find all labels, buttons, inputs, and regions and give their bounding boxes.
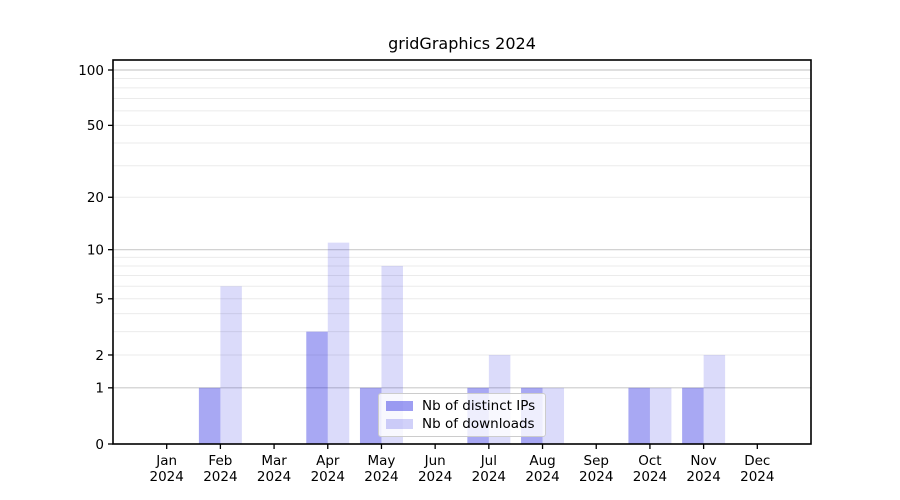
x-tick-label: Oct 2024 xyxy=(633,453,667,485)
legend-swatch-distinct-ips xyxy=(386,401,413,411)
bar-ips-nov xyxy=(682,387,704,444)
legend-item-distinct-ips: Nb of distinct IPs xyxy=(386,398,538,414)
y-tick-label: 2 xyxy=(95,348,104,364)
y-tick-label: 0 xyxy=(95,437,104,453)
x-tick-label: Sep 2024 xyxy=(579,453,613,485)
x-tick-label: May 2024 xyxy=(364,453,398,485)
chart-title: gridGraphics 2024 xyxy=(388,34,536,53)
y-tick-label: 100 xyxy=(78,63,104,79)
bar-downloads-aug xyxy=(542,387,565,444)
x-tick-label: Jul 2024 xyxy=(472,453,506,485)
bar-downloads-apr xyxy=(327,242,350,444)
legend: Nb of distinct IPs Nb of downloads xyxy=(378,393,546,437)
bar-ips-oct xyxy=(628,387,650,444)
legend-item-downloads: Nb of downloads xyxy=(386,416,538,432)
x-tick-label: Jun 2024 xyxy=(418,453,452,485)
x-tick-label: Apr 2024 xyxy=(311,453,345,485)
bar-ips-apr xyxy=(306,331,328,444)
x-tick-label: Aug 2024 xyxy=(525,453,559,485)
x-tick-label: Dec 2024 xyxy=(740,453,774,485)
y-tick-label: 20 xyxy=(87,190,104,206)
x-tick-label: Nov 2024 xyxy=(686,453,720,485)
legend-label-distinct-ips: Nb of distinct IPs xyxy=(422,398,536,414)
bar-downloads-feb xyxy=(220,286,242,444)
legend-swatch-downloads xyxy=(386,419,413,429)
x-tick-label: Mar 2024 xyxy=(257,453,291,485)
y-tick-label: 50 xyxy=(87,118,104,134)
x-tick-label: Feb 2024 xyxy=(203,453,237,485)
bar-downloads-nov xyxy=(703,354,726,444)
y-tick-label: 1 xyxy=(95,381,104,397)
y-tick-label: 5 xyxy=(95,292,104,308)
bar-ips-may xyxy=(359,387,382,444)
bar-ips-feb xyxy=(198,387,221,444)
plot-frame xyxy=(112,59,812,445)
legend-label-downloads: Nb of downloads xyxy=(422,416,535,432)
bar-downloads-oct xyxy=(649,387,672,444)
x-tick-label: Jan 2024 xyxy=(150,453,184,485)
y-tick-label: 10 xyxy=(87,242,104,258)
